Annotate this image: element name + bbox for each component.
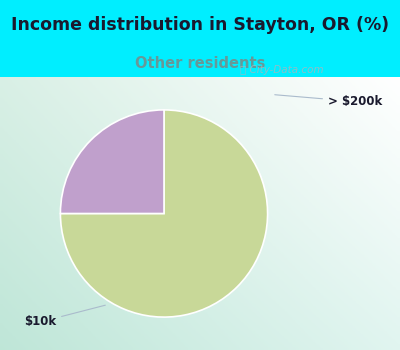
Text: ⓘ City-Data.com: ⓘ City-Data.com — [240, 65, 324, 75]
Text: $10k: $10k — [24, 305, 105, 329]
Text: Income distribution in Stayton, OR (%): Income distribution in Stayton, OR (%) — [11, 16, 389, 34]
Text: Other residents: Other residents — [135, 56, 265, 71]
Wedge shape — [60, 110, 268, 317]
Wedge shape — [60, 110, 164, 214]
Text: > $200k: > $200k — [275, 95, 382, 108]
